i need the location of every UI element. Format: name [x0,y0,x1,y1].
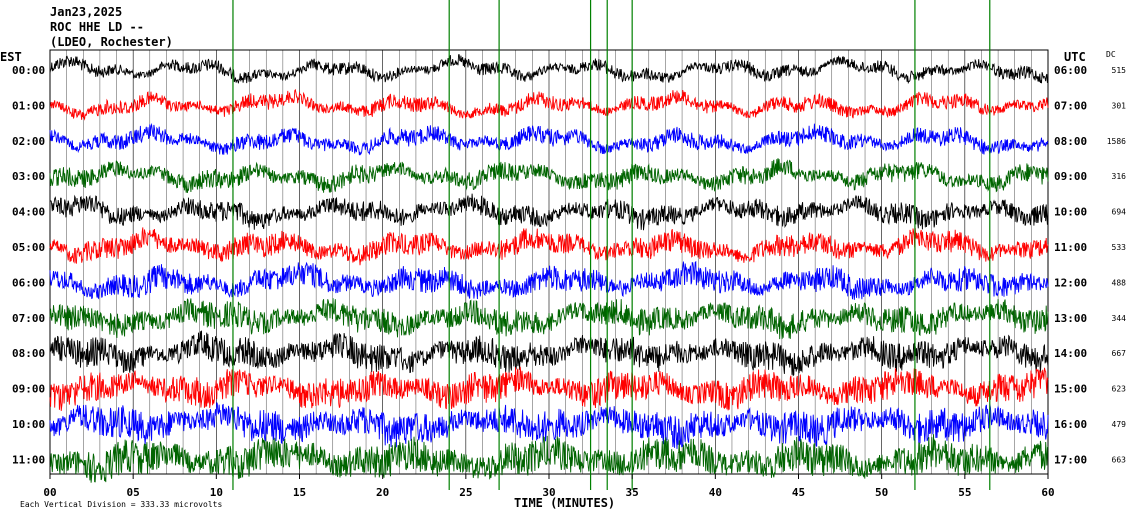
dc-value: 623 [1112,385,1127,394]
utc-axis-title: UTC [1064,50,1086,64]
dc-value: 694 [1112,208,1127,217]
spike-group [232,0,991,490]
trace-line [49,434,1049,483]
trace-line [49,122,1049,156]
dc-value: 301 [1112,101,1127,110]
dc-value: 663 [1112,455,1127,464]
dc-value: 488 [1112,278,1127,287]
utc-row-label: 12:00 [1054,276,1087,289]
trace-line [49,366,1049,411]
dc-value: 316 [1112,172,1127,181]
x-tick-label: 40 [709,486,722,499]
est-row-label: 09:00 [12,383,45,396]
trace-line [49,330,1049,377]
x-tick-label: 05 [127,486,140,499]
trace-line [49,88,1049,121]
trace-line [49,54,1049,85]
trace-line [49,260,1049,300]
est-row-label: 07:00 [12,312,45,325]
est-row-label: 05:00 [12,241,45,254]
dc-value: 344 [1112,314,1127,323]
x-tick-label: 50 [875,486,888,499]
utc-row-label: 13:00 [1054,312,1087,325]
x-tick-label: 20 [376,486,389,499]
utc-row-label: 10:00 [1054,206,1087,219]
x-tick-label: 60 [1041,486,1054,499]
trace-line [49,227,1049,266]
est-row-label: 06:00 [12,276,45,289]
x-tick-label: 30 [542,486,555,499]
trace-group [49,54,1049,483]
dc-value: 533 [1112,243,1127,252]
dc-value: 667 [1112,349,1127,358]
utc-row-label: 16:00 [1054,418,1087,431]
est-axis-title: EST [0,50,22,64]
x-tick-label: 55 [958,486,971,499]
est-row-label: 03:00 [12,170,45,183]
dc-value: 479 [1112,420,1127,429]
x-tick-label: 15 [293,486,306,499]
utc-row-label: 17:00 [1054,453,1087,466]
header-date: Jan23,2025 [50,5,122,19]
est-row-label: 08:00 [12,347,45,360]
x-tick-label: 45 [792,486,805,499]
utc-row-label: 15:00 [1054,383,1087,396]
trace-line [49,193,1049,231]
utc-row-label: 08:00 [1054,135,1087,148]
x-axis-label: TIME (MINUTES) [514,496,615,510]
utc-row-label: 14:00 [1054,347,1087,360]
trace-line [49,402,1049,449]
x-tick-label: 35 [626,486,639,499]
est-row-label: 02:00 [12,135,45,148]
utc-row-label: 07:00 [1054,99,1087,112]
est-row-label: 00:00 [12,64,45,77]
x-tick-labels: 00 05 10 15 20 25 30 35 40 45 50 55 60 [43,474,1055,499]
utc-row-label: 09:00 [1054,170,1087,183]
header-station: ROC HHE LD -- [50,20,144,34]
dc-value: 1586 [1107,137,1126,146]
dc-column-title: DC [1106,50,1116,59]
est-row-label: 04:00 [12,206,45,219]
est-row-label: 11:00 [12,453,45,466]
trace-line [49,158,1049,193]
est-row-label: 10:00 [12,418,45,431]
utc-row-label: 06:00 [1054,64,1087,77]
header-location: (LDEO, Rochester) [50,35,173,49]
x-tick-label: 10 [210,486,223,499]
est-row-label: 01:00 [12,99,45,112]
scale-note: Each Vertical Division = 333.33 microvol… [20,500,222,509]
x-tick-label: 00 [43,486,56,499]
x-tick-label: 25 [459,486,472,499]
utc-row-label: 11:00 [1054,241,1087,254]
trace-line [49,298,1049,340]
row-labels: 00:00 06:00 515 01:00 07:00 301 02:00 08:00 1586… [12,64,1126,466]
dc-value: 515 [1112,66,1127,75]
